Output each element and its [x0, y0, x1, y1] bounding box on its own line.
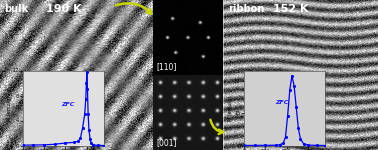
- Point: [301, 143, 307, 145]
- Text: [110]: [110]: [156, 62, 176, 71]
- Point: [20, 144, 26, 146]
- Point: [94, 144, 101, 147]
- Point: [241, 144, 247, 147]
- Text: ZFC: ZFC: [275, 100, 288, 105]
- Text: ribbon: ribbon: [228, 4, 264, 15]
- Point: [75, 140, 81, 142]
- Point: [289, 75, 295, 77]
- Point: [84, 82, 90, 84]
- Y-axis label: M (emu/g): M (emu/g): [6, 95, 12, 121]
- Point: [251, 144, 257, 147]
- Point: [291, 84, 297, 87]
- Text: ZFC: ZFC: [61, 102, 74, 108]
- Point: [87, 138, 93, 140]
- Text: 190 K: 190 K: [46, 4, 82, 15]
- Point: [322, 144, 328, 147]
- Point: [305, 144, 311, 146]
- Point: [297, 138, 304, 140]
- Point: [262, 144, 268, 147]
- Point: [83, 98, 89, 100]
- Point: [84, 70, 90, 73]
- Point: [285, 114, 291, 117]
- Point: [79, 127, 85, 129]
- Point: [280, 142, 287, 144]
- Point: [295, 127, 301, 130]
- Point: [90, 144, 96, 146]
- Point: [41, 144, 47, 146]
- Point: [313, 144, 319, 147]
- Point: [88, 142, 94, 144]
- Y-axis label: M (emu/g): M (emu/g): [228, 95, 233, 121]
- Point: [85, 113, 91, 116]
- Point: [101, 144, 107, 147]
- Point: [82, 113, 88, 116]
- Point: [277, 143, 283, 146]
- Point: [30, 144, 36, 146]
- Point: [86, 129, 92, 131]
- Text: 152 K: 152 K: [273, 4, 308, 15]
- Text: bulk: bulk: [5, 4, 29, 15]
- Point: [273, 144, 279, 146]
- Point: [52, 143, 58, 146]
- Point: [287, 89, 293, 91]
- Point: [71, 141, 77, 144]
- Text: [001]: [001]: [156, 138, 177, 147]
- Point: [77, 137, 84, 139]
- Point: [84, 88, 90, 90]
- Point: [282, 136, 288, 138]
- Point: [293, 106, 299, 108]
- Point: [62, 142, 68, 144]
